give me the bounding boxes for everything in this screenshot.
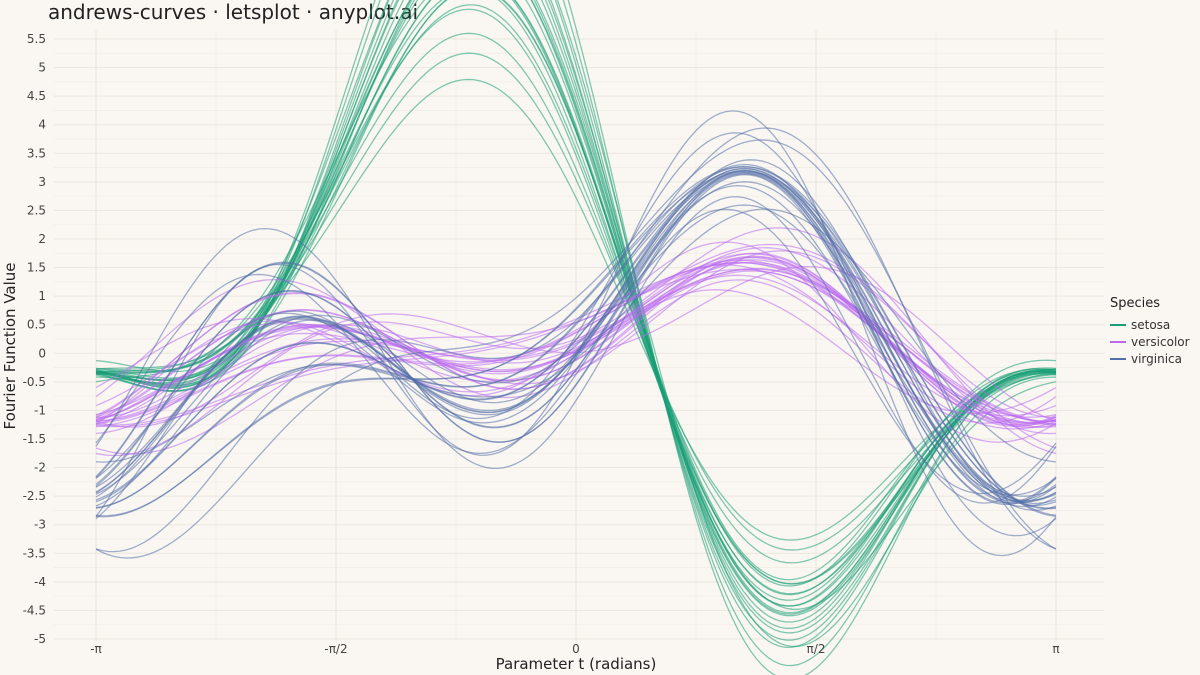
curve-setosa: [95, 0, 1057, 595]
y-tick-label: 2.5: [27, 203, 46, 217]
x-tick-label: -π/2: [324, 642, 347, 656]
curves-layer: [95, 0, 1057, 675]
x-tick-label: π: [1052, 642, 1059, 656]
y-tick-label: 3.5: [27, 146, 46, 160]
y-tick-label: -1: [34, 403, 46, 417]
legend-label-virginica: virginica: [1131, 352, 1182, 366]
y-tick-label: -3: [34, 518, 46, 532]
y-tick-label: 5: [38, 61, 46, 75]
y-tick-label: 5.5: [27, 32, 46, 46]
curve-virginica: [95, 208, 1057, 463]
y-tick-label: -4.5: [23, 603, 46, 617]
curve-virginica: [95, 196, 1057, 504]
y-tick-label: -3.5: [23, 546, 46, 560]
x-tick-label: 0: [572, 642, 580, 656]
y-tick-label: 4: [38, 118, 46, 132]
curve-virginica: [95, 166, 1057, 510]
legend-label-setosa: setosa: [1131, 318, 1170, 332]
y-tick-label: 2: [38, 232, 46, 246]
curve-virginica: [95, 132, 1057, 537]
series-virginica: [95, 110, 1057, 559]
x-axis-title: Parameter t (radians): [496, 655, 657, 673]
curve-versicolor: [95, 247, 1057, 435]
y-tick-label: 1: [38, 289, 46, 303]
y-tick-label: 4.5: [27, 89, 46, 103]
y-axis-title: Fourier Function Value: [1, 262, 19, 429]
legend-label-versicolor: versicolor: [1131, 335, 1190, 349]
y-tick-label: 3: [38, 175, 46, 189]
y-tick-label: -1.5: [23, 432, 46, 446]
chart-title: andrews-curves · letsplot · anyplot.ai: [48, 0, 419, 24]
y-tick-label: -0.5: [23, 375, 46, 389]
y-tick-label: -2: [34, 461, 46, 475]
y-tick-labels: 5.5 5 4.5 4 3.5 3 2.5 2 1.5 1 0.5 0 -0.5 -1 -1.5 -2 -2.5…: [23, 32, 46, 646]
y-tick-label: 1.5: [27, 261, 46, 275]
curve-virginica: [95, 204, 1057, 502]
legend-title: Species: [1110, 296, 1160, 311]
y-tick-label: -4: [34, 575, 46, 589]
curve-versicolor: [95, 262, 1057, 426]
curve-virginica: [95, 110, 1057, 557]
x-tick-labels: -π -π/2 0 π/2 π: [90, 642, 1059, 656]
curve-setosa: [95, 0, 1057, 596]
curve-virginica: [95, 139, 1057, 559]
curve-virginica: [95, 168, 1057, 506]
x-tick-label: π/2: [807, 642, 826, 656]
y-tick-label: -2.5: [23, 489, 46, 503]
curve-virginica: [95, 208, 1057, 495]
curve-virginica: [95, 167, 1057, 503]
legend-items: setosa versicolor virginica: [1110, 318, 1190, 366]
x-tick-label: -π: [90, 642, 102, 656]
curve-versicolor: [95, 259, 1057, 428]
curve-versicolor: [95, 256, 1057, 424]
curve-virginica: [95, 165, 1057, 518]
curve-setosa: [95, 0, 1057, 615]
legend: Species setosa versicolor virginica: [1104, 290, 1196, 372]
curve-virginica: [95, 159, 1057, 511]
y-tick-label: 0.5: [27, 318, 46, 332]
y-tick-label: -5: [34, 632, 46, 646]
y-tick-label: 0: [38, 346, 46, 360]
